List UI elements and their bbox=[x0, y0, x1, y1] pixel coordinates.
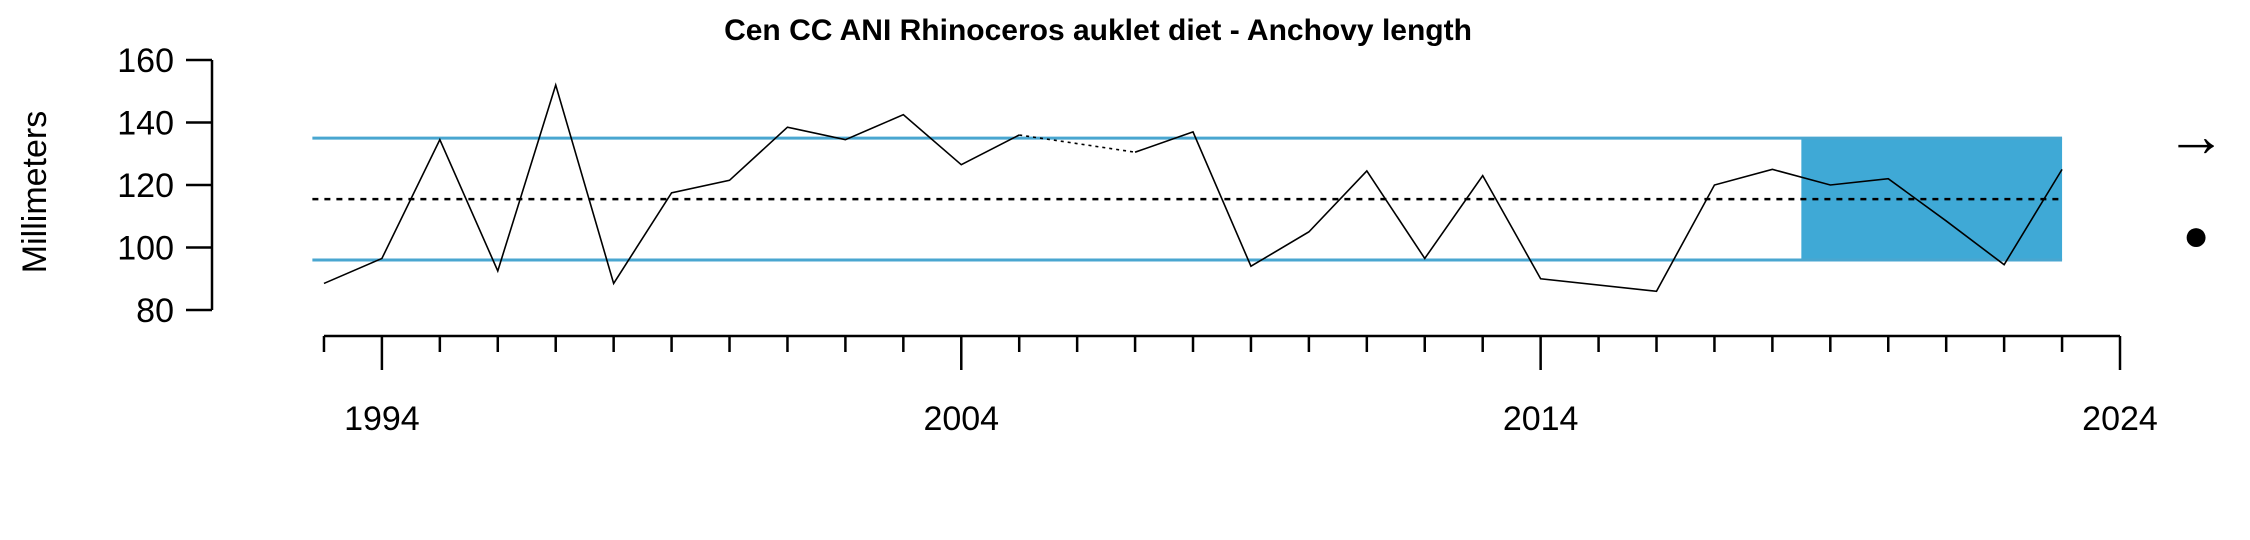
x-tick-label: 2024 bbox=[2082, 400, 2158, 438]
x-tick-label: 1994 bbox=[344, 400, 420, 438]
data-line-segment bbox=[323, 82, 1020, 286]
chart-title: Cen CC ANI Rhinoceros auklet diet - Anch… bbox=[724, 14, 1472, 47]
trend-arrow-icon: → bbox=[2166, 102, 2226, 169]
y-tick-label: 160 bbox=[117, 42, 174, 80]
y-tick-label: 140 bbox=[117, 105, 174, 143]
y-tick-label: 80 bbox=[136, 292, 174, 330]
y-axis-label: Millimeters bbox=[16, 111, 54, 273]
status-dot-icon: ● bbox=[2183, 211, 2210, 260]
y-tick-label: 100 bbox=[117, 230, 174, 268]
data-line-segment bbox=[1134, 130, 2063, 293]
x-tick-label: 2004 bbox=[923, 400, 999, 438]
x-tick-label: 2014 bbox=[1503, 400, 1579, 438]
y-tick-label: 120 bbox=[117, 167, 174, 205]
data-gap-line bbox=[1019, 134, 1136, 153]
plot-area: 80 100 120 140 160 1994 2004 2014 2024 bbox=[117, 42, 2158, 438]
